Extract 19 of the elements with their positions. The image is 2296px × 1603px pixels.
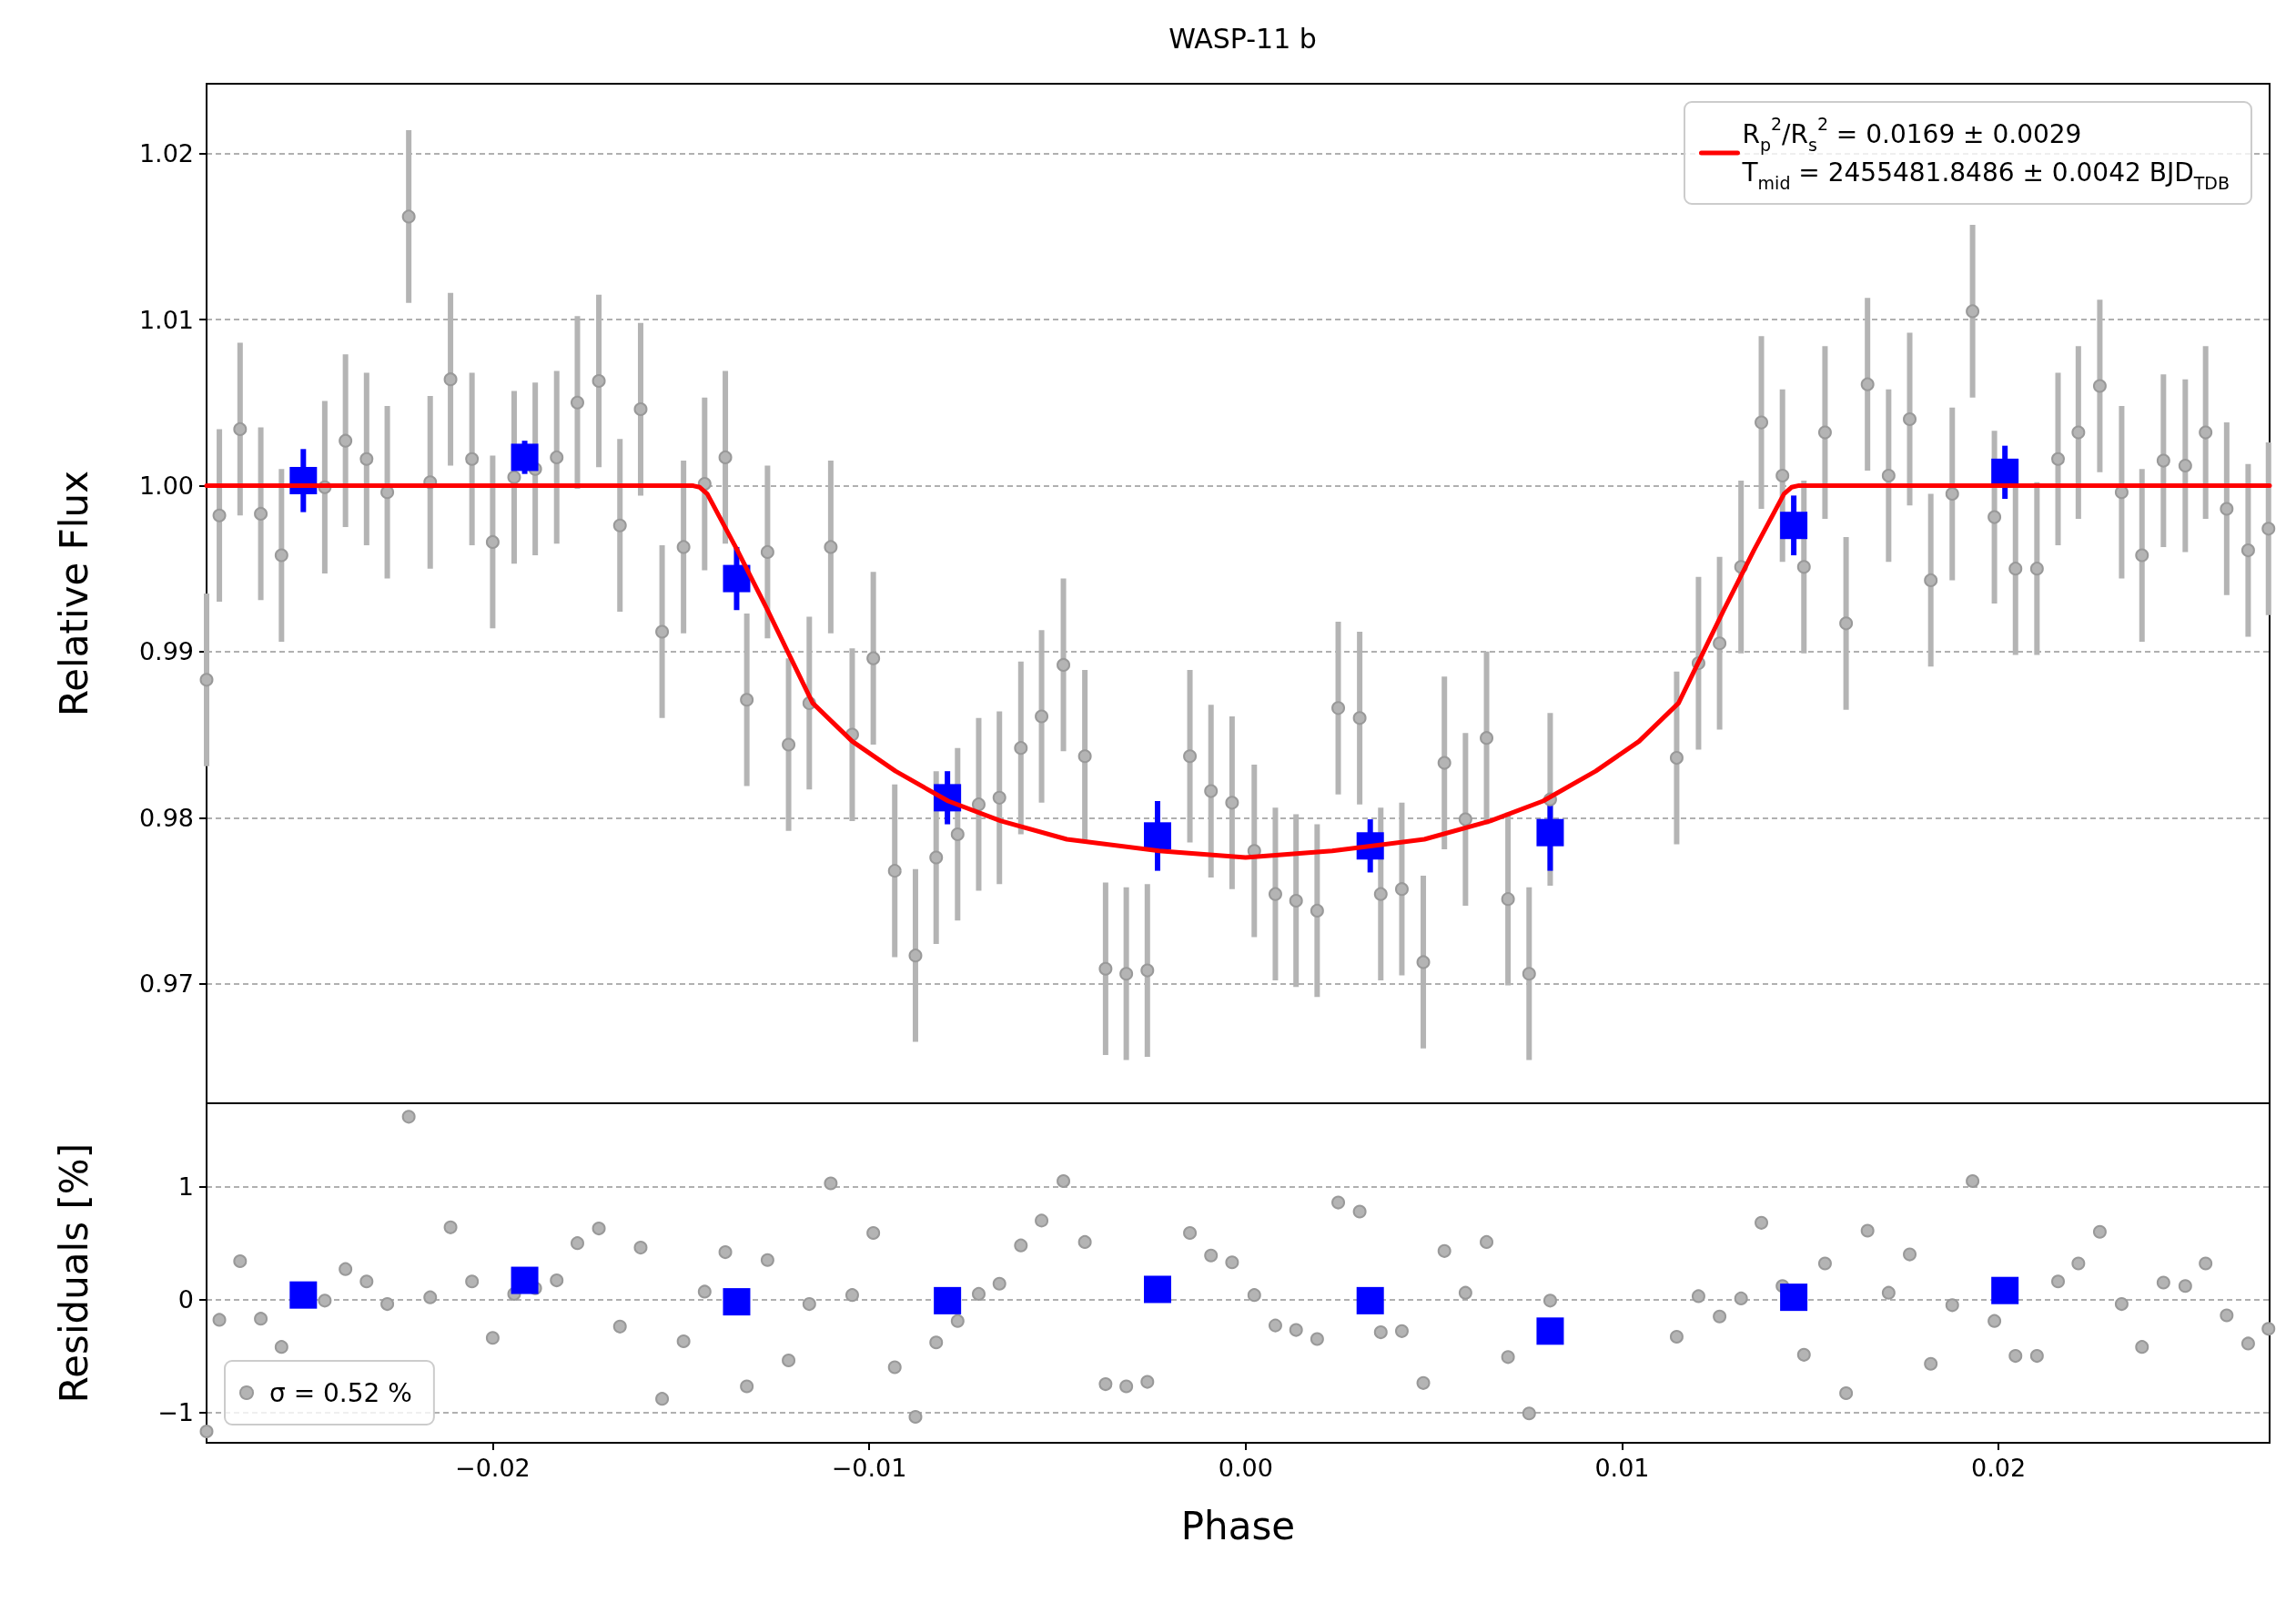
y-tick-label: 1.02 bbox=[138, 139, 194, 168]
x-tick-label: −0.02 bbox=[455, 1454, 531, 1482]
y-tick-label: 0 bbox=[177, 1285, 194, 1314]
y-tick-label: 0.97 bbox=[138, 969, 194, 999]
x-tick-label: 0.02 bbox=[1971, 1454, 2027, 1482]
y-tick-label: 1.01 bbox=[138, 305, 194, 334]
y-tick-label: 0.99 bbox=[138, 637, 194, 666]
y-tick-label: 1 bbox=[177, 1172, 194, 1202]
y-tick-label: 1.00 bbox=[138, 471, 194, 500]
x-axis-title: Phase bbox=[1180, 1503, 1296, 1548]
chart-title: WASP-11 b bbox=[1168, 22, 1317, 55]
x-tick-label: −0.01 bbox=[831, 1454, 907, 1482]
legend-label: σ = 0.52 % bbox=[269, 1377, 412, 1408]
x-tick-label: 0.00 bbox=[1218, 1454, 1273, 1482]
y-tick-label: −1 bbox=[157, 1398, 194, 1427]
y-axis-title: Residuals [%] bbox=[51, 1142, 96, 1404]
y-tick-label: 0.98 bbox=[138, 803, 194, 832]
x-tick-label: 0.01 bbox=[1594, 1454, 1650, 1482]
y-axis-title: Relative Flux bbox=[51, 470, 96, 717]
